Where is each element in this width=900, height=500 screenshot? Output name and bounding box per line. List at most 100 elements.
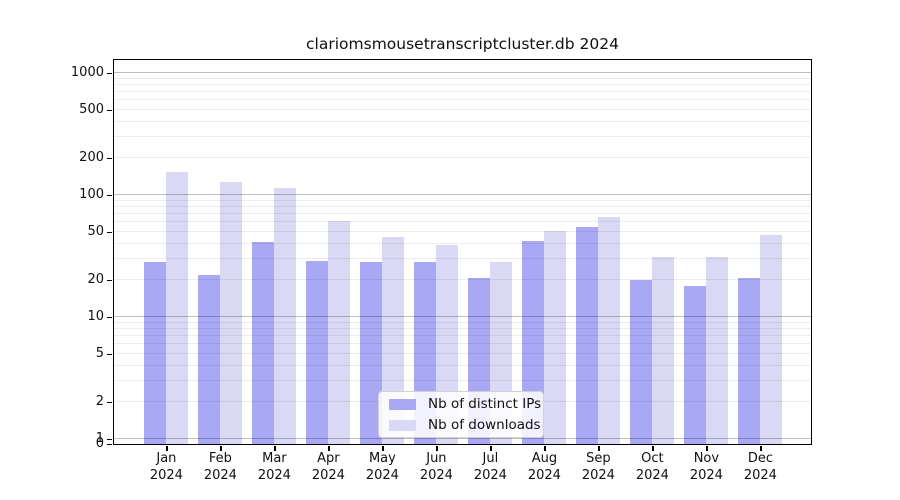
minor-gridline	[114, 379, 811, 381]
bar-distinct-ips-nov	[684, 285, 707, 444]
y-tick-mark	[107, 73, 112, 75]
legend-label-ips: Nb of distinct IPs	[428, 396, 542, 412]
legend-item-distinct-ips: Nb of distinct IPs	[389, 396, 541, 412]
minor-gridline	[114, 334, 811, 336]
minor-gridline	[114, 99, 811, 101]
x-tick-mark	[490, 445, 492, 451]
x-tick-label-jan: Jan 2024	[149, 451, 183, 483]
minor-gridline	[114, 108, 811, 110]
legend-item-downloads: Nb of downloads	[389, 417, 541, 433]
major-gridline	[114, 438, 811, 439]
minor-gridline	[114, 364, 811, 366]
x-tick-mark	[328, 445, 330, 451]
y-tick-mark	[107, 280, 112, 282]
y-tick-label: 100	[79, 187, 104, 202]
bar-distinct-ips-mar	[252, 242, 275, 444]
minor-gridline	[114, 327, 811, 329]
minor-gridline	[114, 352, 811, 354]
major-gridline	[114, 72, 811, 73]
x-tick-label-feb: Feb 2024	[203, 451, 237, 483]
bar-downloads-feb	[220, 181, 243, 444]
y-tick-label: 50	[87, 223, 104, 239]
minor-gridline	[114, 230, 811, 232]
x-tick-mark	[652, 445, 654, 451]
minor-gridline	[114, 343, 811, 345]
bar-downloads-oct	[652, 257, 675, 444]
y-tick-mark	[107, 402, 112, 404]
x-tick-mark	[544, 445, 546, 451]
minor-gridline	[114, 199, 811, 201]
y-tick-label: 200	[79, 150, 104, 166]
x-tick-label-sep: Sep 2024	[581, 451, 615, 483]
y-tick-mark	[107, 439, 112, 441]
bar-distinct-ips-apr	[306, 260, 329, 444]
x-tick-mark	[436, 445, 438, 451]
y-tick-mark	[107, 158, 112, 160]
bar-distinct-ips-may	[360, 262, 383, 444]
x-tick-label-aug: Aug 2024	[527, 451, 561, 483]
x-tick-mark	[706, 445, 708, 451]
major-gridline	[114, 194, 811, 195]
bar-downloads-mar	[274, 187, 297, 444]
bar-distinct-ips-jan	[144, 262, 167, 444]
y-tick-mark	[107, 109, 112, 111]
y-tick-label: 1000	[70, 65, 104, 80]
bar-downloads-jan	[166, 171, 189, 444]
x-tick-mark	[760, 445, 762, 451]
x-tick-label-dec: Dec 2024	[743, 451, 777, 483]
x-tick-mark	[166, 445, 168, 451]
legend-label-downloads: Nb of downloads	[428, 417, 541, 433]
minor-gridline	[114, 212, 811, 214]
x-tick-label-apr: Apr 2024	[311, 451, 345, 483]
legend: Nb of distinct IPs Nb of downloads	[378, 391, 544, 438]
bar-distinct-ips-dec	[738, 277, 761, 444]
minor-gridline	[114, 77, 811, 79]
y-tick-mark	[107, 353, 112, 355]
plot-area	[114, 60, 811, 444]
y-tick-label: 10	[87, 309, 104, 324]
y-tick-label: 1	[95, 431, 104, 446]
minor-gridline	[114, 321, 811, 323]
x-tick-label-nov: Nov 2024	[689, 451, 723, 483]
bar-distinct-ips-oct	[630, 280, 653, 444]
y-tick-mark	[107, 317, 112, 319]
y-tick-mark	[107, 231, 112, 233]
y-tick-label: 500	[79, 101, 104, 117]
x-tick-label-jun: Jun 2024	[419, 451, 453, 483]
minor-gridline	[114, 135, 811, 137]
minor-gridline	[114, 157, 811, 159]
bar-downloads-apr	[328, 221, 351, 444]
minor-gridline	[114, 205, 811, 207]
bar-distinct-ips-feb	[198, 275, 221, 444]
major-gridline	[114, 316, 811, 317]
x-tick-mark	[220, 445, 222, 451]
x-tick-label-jul: Jul 2024	[473, 451, 507, 483]
x-tick-mark	[598, 445, 600, 451]
minor-gridline	[114, 242, 811, 244]
legend-swatch-ips	[389, 398, 416, 410]
y-tick-mark	[107, 444, 112, 446]
chart-title: clariomsmousetranscriptcluster.db 2024	[306, 35, 619, 53]
x-tick-label-oct: Oct 2024	[635, 451, 669, 483]
bar-downloads-sep	[598, 217, 621, 444]
y-tick-label: 2	[95, 394, 104, 410]
y-tick-label: 20	[87, 272, 104, 288]
minor-gridline	[114, 120, 811, 122]
minor-gridline	[114, 279, 811, 281]
x-tick-mark	[382, 445, 384, 451]
y-tick-mark	[107, 195, 112, 197]
minor-gridline	[114, 90, 811, 92]
x-tick-label-may: May 2024	[365, 451, 399, 483]
x-tick-label-mar: Mar 2024	[257, 451, 291, 483]
minor-gridline	[114, 83, 811, 85]
x-tick-mark	[274, 445, 276, 451]
bar-downloads-nov	[706, 257, 729, 444]
y-tick-label: 0	[95, 436, 104, 451]
bar-distinct-ips-sep	[576, 226, 599, 444]
minor-gridline	[114, 221, 811, 223]
legend-swatch-downloads	[389, 419, 416, 431]
bar-downloads-aug	[544, 230, 567, 444]
bar-downloads-dec	[760, 235, 783, 444]
y-tick-label: 5	[95, 345, 104, 361]
